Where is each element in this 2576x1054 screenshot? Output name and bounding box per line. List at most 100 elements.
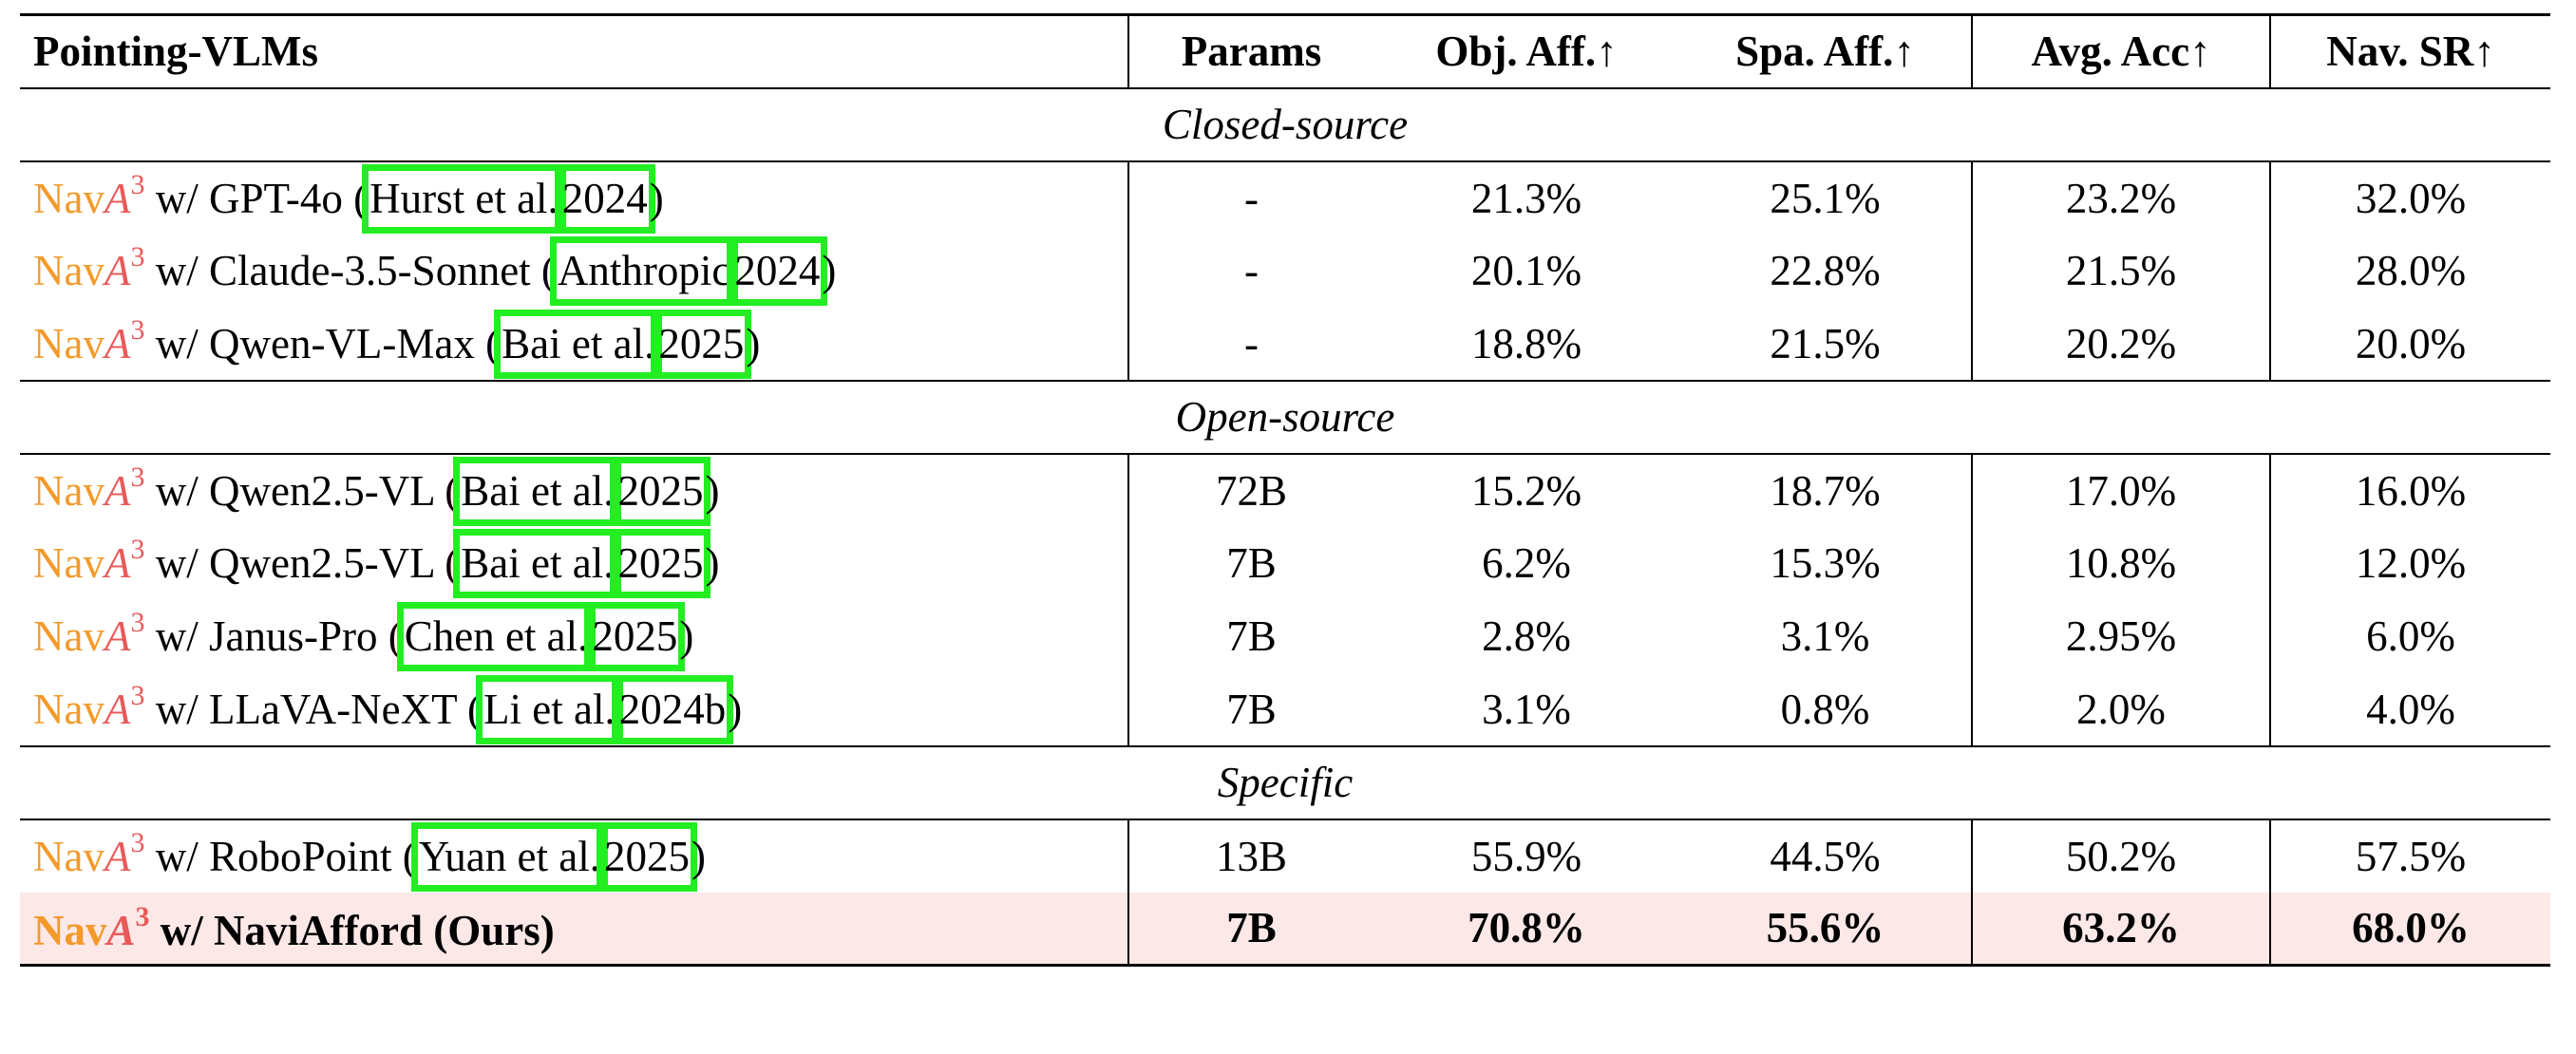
method-cell: NavA3 w/ GPT-4o (Hurst et al.2024) (20, 161, 1128, 235)
value-cell: 18.7% (1770, 466, 1881, 515)
value-cell: 4.0% (2269, 672, 2550, 747)
section-row: Open-source (20, 380, 2550, 455)
brand: Nav (33, 174, 104, 222)
value-cell: 68.0% (2269, 892, 2550, 967)
value-cell: 63.2% (1971, 892, 2270, 967)
citation-year: 2025 (610, 529, 711, 598)
citation-author: Bai et al. (453, 529, 622, 598)
data-row: NavA3 w/ NaviAfford (Ours) 7B 70.8% 55.6% 63… (20, 892, 2550, 967)
value-cell: 50.2% (1971, 819, 2270, 893)
table-wrap: Pointing-VLMs Params Obj. Aff.↑ Spa. Aff.↑ A… (20, 13, 2550, 967)
method-cell: NavA3 w/ Claude-3.5-Sonnet (Anthropic202… (20, 235, 1128, 308)
model-name: w/ Claude-3.5-Sonnet ( (144, 247, 556, 294)
model-name: w/ LLaVA-NeXT ( (144, 685, 482, 733)
brand-sup: 3 (130, 168, 145, 200)
data-row: NavA3 w/ RoboPoint (Yuan et al.2025) 13B 5… (20, 819, 2550, 893)
citation-author: Yuan et al. (410, 821, 608, 892)
value-cell: 21.3% (1470, 174, 1582, 222)
brand-var: A (104, 174, 131, 222)
brand-sup: 3 (130, 607, 145, 638)
data-row: NavA3 w/ Qwen2.5-VL (Bai et al.2025) 72B 1… (20, 453, 2550, 527)
value-cell: 25.1% (1770, 174, 1881, 222)
brand-var: A (104, 319, 131, 367)
brand-var: A (106, 906, 136, 954)
value-cell: 7B (1127, 526, 1373, 600)
section-title: Open-source (20, 380, 2550, 455)
value-cell: 23.2% (1971, 160, 2270, 235)
data-row: NavA3 w/ Claude-3.5-Sonnet (Anthropic202… (20, 234, 2550, 308)
brand-sup: 3 (130, 534, 145, 565)
value-cell: 28.0% (2269, 234, 2550, 308)
citation-close: ) (649, 174, 664, 222)
value-cell: 7B (1127, 672, 1373, 747)
value-cell: 2.8% (1482, 612, 1571, 660)
citation-close: ) (822, 247, 837, 294)
model-name: w/ Qwen2.5-VL ( (144, 539, 460, 587)
value-cell: 3.1% (1373, 672, 1679, 747)
section-row: Closed-source (20, 87, 2550, 162)
header-cell: Params (1127, 13, 1373, 89)
citation-close: ) (728, 685, 743, 733)
value-cell: 15.3% (1770, 539, 1881, 587)
citation-year: 2025 (596, 821, 697, 892)
value-cell: - (1127, 234, 1373, 308)
value-cell: 55.6% (1679, 892, 1972, 967)
citation-close: ) (746, 319, 761, 367)
model-name: w/ Janus-Pro ( (144, 612, 403, 660)
value-cell: 6.2% (1482, 539, 1571, 587)
data-row: NavA3 w/ Qwen2.5-VL (Bai et al.2025) 7B 6.… (20, 526, 2550, 600)
value-cell: 21.5% (1679, 307, 1972, 382)
value-cell: - (1127, 307, 1373, 382)
brand: Nav (33, 319, 104, 367)
brand: Nav (33, 685, 104, 733)
citation-year: 2025 (651, 309, 752, 379)
brand-var: A (104, 247, 131, 294)
model-name: w/ Qwen-VL-Max ( (144, 319, 501, 367)
brand: Nav (33, 247, 104, 294)
method-cell: NavA3 w/ Qwen2.5-VL (Bai et al.2025) (20, 527, 1128, 600)
results-table: Pointing-VLMs Params Obj. Aff.↑ Spa. Aff.↑ A… (20, 13, 2550, 967)
brand: Nav (33, 832, 104, 880)
citation-year: 2024 (727, 236, 828, 306)
method-cell: NavA3 w/ Qwen2.5-VL (Bai et al.2025) (20, 454, 1128, 527)
brand-sup: 3 (130, 313, 145, 346)
brand: Nav (33, 612, 104, 660)
brand-sup: 3 (130, 461, 145, 493)
value-cell: 17.0% (1971, 453, 2270, 527)
data-row: NavA3 w/ Janus-Pro (Chen et al.2025) 7B 2.… (20, 599, 2550, 673)
brand-var: A (104, 612, 131, 660)
citation-close: ) (679, 612, 694, 660)
brand-var: A (104, 539, 131, 587)
header-row: Pointing-VLMs Params Obj. Aff.↑ Spa. Aff.↑ A… (20, 13, 2550, 89)
model-name: w/ Qwen2.5-VL ( (144, 466, 460, 515)
model-name: w/ GPT-4o ( (144, 174, 369, 222)
brand-sup: 3 (130, 679, 145, 711)
brand-var: A (104, 466, 131, 515)
value-cell: 44.5% (1770, 832, 1881, 880)
value-cell: 12.0% (2269, 526, 2550, 600)
citation-author: Hurst et al. (362, 163, 566, 234)
value-cell: 6.0% (2269, 599, 2550, 673)
citation-year: 2025 (584, 602, 686, 671)
citation-close: ) (705, 539, 720, 587)
value-cell: 3.1% (1780, 612, 1870, 660)
value-cell: 70.8% (1373, 892, 1679, 967)
citation-author: Li et al. (476, 674, 623, 744)
citation-close: ) (691, 832, 706, 880)
brand: Nav (33, 539, 104, 587)
header-cell: Pointing-VLMs (20, 13, 1128, 89)
brand-sup: 3 (130, 826, 145, 858)
brand-var: A (104, 685, 131, 733)
method-cell: NavA3 w/ NaviAfford (Ours) (20, 892, 1128, 967)
value-cell: 20.1% (1470, 247, 1582, 294)
value-cell: 32.0% (2269, 160, 2550, 235)
value-cell: 18.8% (1373, 307, 1679, 382)
brand: Nav (33, 906, 107, 954)
value-cell: 2.0% (1971, 672, 2270, 747)
citation-author: Bai et al. (494, 309, 663, 379)
value-cell: 72B (1127, 453, 1373, 527)
value-cell: 15.2% (1470, 466, 1582, 515)
citation-author: Chen et al. (396, 602, 597, 671)
value-cell: 13B (1127, 819, 1373, 893)
